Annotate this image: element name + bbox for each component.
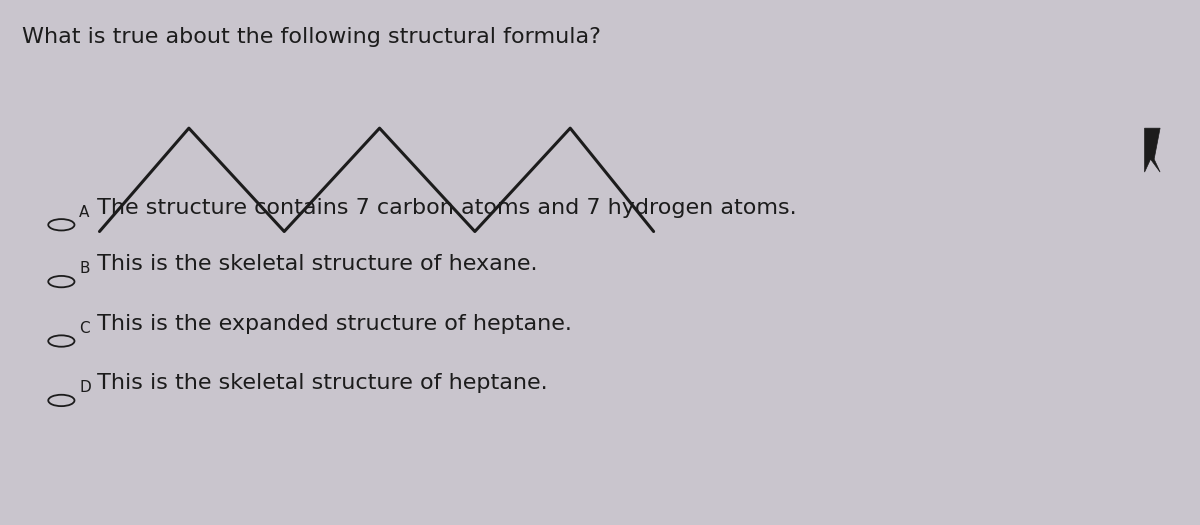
Text: This is the expanded structure of heptane.: This is the expanded structure of heptan… <box>90 314 572 334</box>
Text: This is the skeletal structure of heptane.: This is the skeletal structure of heptan… <box>90 373 547 393</box>
Text: This is the skeletal structure of hexane.: This is the skeletal structure of hexane… <box>90 255 538 275</box>
Text: D: D <box>79 380 91 395</box>
Text: What is true about the following structural formula?: What is true about the following structu… <box>22 27 601 47</box>
Polygon shape <box>1145 128 1160 172</box>
Text: The structure contains 7 carbon atoms and 7 hydrogen atoms.: The structure contains 7 carbon atoms an… <box>90 197 797 217</box>
Text: C: C <box>79 321 90 336</box>
Text: A: A <box>79 205 90 219</box>
Text: B: B <box>79 261 90 277</box>
